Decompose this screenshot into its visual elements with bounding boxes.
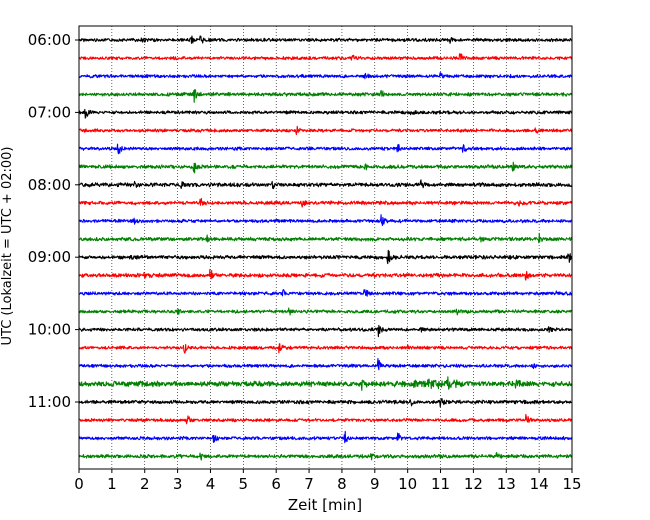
y-tick-label: 09:00 [28, 248, 71, 266]
x-tick-label: 4 [206, 475, 216, 493]
x-tick-label: 14 [530, 475, 549, 493]
x-tick-label: 9 [370, 475, 380, 493]
seismic-trace-0615 [78, 71, 573, 80]
y-tick-label: 08:00 [28, 176, 71, 194]
seismic-trace-0600 [78, 53, 573, 61]
y-axis-label: UTC (Lokalzeit = UTC + 02:00) [0, 147, 15, 346]
grid-lines [111, 26, 540, 469]
seismic-trace-0700 [78, 125, 573, 136]
seismic-trace-0945 [78, 324, 573, 338]
x-tick-label: 11 [431, 475, 450, 493]
x-axis-ticks: 0 1 2 3 4 5 6 7 8 9 10 11 12 13 14 15 [74, 469, 582, 493]
seismic-trace-1130 [78, 452, 573, 461]
seismic-trace-0830 [78, 232, 573, 244]
x-tick-label: 1 [107, 475, 117, 493]
y-tick-label: 06:00 [28, 31, 71, 49]
x-axis-label: Zeit [min] [288, 496, 362, 514]
x-tick-label: 5 [239, 475, 249, 493]
seismic-trace-1100 [78, 413, 573, 425]
seismic-trace-0730 [78, 161, 573, 174]
x-tick-label: 3 [173, 475, 183, 493]
seismic-trace-1030 [78, 376, 573, 391]
seismic-trace-0815 [78, 214, 573, 227]
seismic-trace-0715 [78, 143, 573, 155]
seismic-trace-1000 [78, 343, 573, 354]
seismic-trace-0745 [78, 179, 573, 190]
y-tick-label: 11:00 [28, 393, 71, 411]
y-tick-label: 10:00 [28, 321, 71, 339]
y-tick-label: 07:00 [28, 103, 71, 121]
x-tick-label: 13 [497, 475, 516, 493]
seismic-trace-0845 [78, 249, 573, 265]
seismic-trace-0630 [78, 89, 573, 103]
seismic-traces [78, 35, 573, 461]
seismic-trace-0800 [78, 197, 573, 208]
seismic-trace-1115 [78, 430, 573, 444]
x-tick-label: 8 [337, 475, 347, 493]
seismic-trace-0545 [78, 35, 573, 44]
x-tick-label: 2 [140, 475, 150, 493]
x-tick-label: 6 [271, 475, 281, 493]
seismic-trace-1015 [78, 357, 573, 371]
y-axis-ticks: 06:00 07:00 08:00 09:00 10:00 11:00 [28, 31, 79, 411]
seismic-trace-0645 [78, 108, 573, 119]
x-tick-label: 0 [74, 475, 84, 493]
x-tick-label: 10 [398, 475, 417, 493]
seismic-trace-0900 [78, 268, 573, 281]
seismic-trace-0930 [78, 307, 573, 316]
x-tick-label: 15 [562, 475, 581, 493]
seismic-trace-1045 [78, 398, 573, 408]
x-tick-label: 12 [464, 475, 483, 493]
axes-frame [78, 25, 573, 470]
seismic-trace-0915 [78, 289, 573, 297]
x-tick-label: 7 [304, 475, 314, 493]
